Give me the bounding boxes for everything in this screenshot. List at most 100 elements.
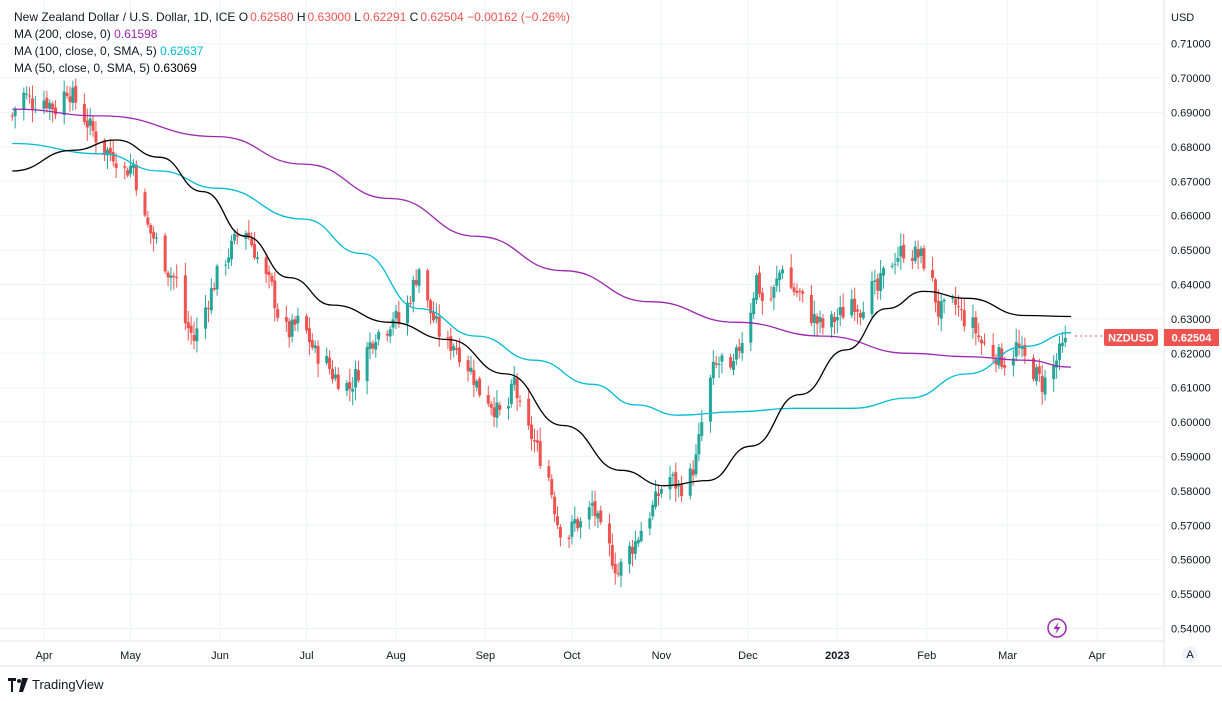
candle-body — [674, 472, 678, 489]
candle-body — [636, 539, 640, 544]
candle-body — [700, 421, 704, 436]
candle-body — [469, 367, 473, 372]
ma100-line — [12, 142, 1072, 416]
price-axis[interactable]: 0.54000 0.55000 0.56000 0.57000 0.58000 0.590… — [1171, 39, 1211, 636]
candle-body — [711, 361, 715, 379]
candle-body — [535, 440, 539, 443]
candle-body — [51, 103, 55, 110]
candle-body — [267, 271, 271, 276]
symbol-title[interactable]: New Zealand Dollar / U.S. Dollar, 1D, IC… — [14, 10, 236, 24]
candle-body — [186, 322, 190, 329]
candle-body — [489, 403, 493, 408]
y-tick-label: 0.68000 — [1171, 142, 1211, 154]
candle-body — [556, 516, 560, 526]
candle-body — [175, 277, 179, 279]
candle-body — [757, 272, 761, 294]
candles — [10, 78, 1067, 588]
candle-body — [593, 501, 597, 516]
candle-body — [62, 91, 66, 115]
y-tick-label: 0.56000 — [1171, 555, 1211, 567]
y-tick-label: 0.61000 — [1171, 383, 1211, 395]
y-tick-label: 0.64000 — [1171, 280, 1211, 292]
candle-body — [22, 92, 26, 110]
candle-body — [651, 504, 655, 517]
legend-ma200[interactable]: MA (200, close, 0) 0.61598 — [14, 26, 570, 43]
ma200-value: 0.61598 — [114, 27, 158, 41]
price-badge-value: 0.62504 — [1172, 333, 1213, 345]
legend-ma100[interactable]: MA (100, close, 0, SMA, 5) 0.62637 — [14, 43, 570, 60]
y-tick-label: 0.62000 — [1171, 348, 1211, 360]
time-axis[interactable]: Apr May Jun Jul Aug Sep Oct Nov Dec 2023 Feb Mar Apr — [35, 650, 1105, 662]
candle-body — [731, 361, 735, 371]
candle-body — [538, 441, 542, 466]
candle-body — [276, 308, 280, 318]
candle-body — [931, 270, 935, 278]
candle-body — [45, 97, 49, 109]
candle-body — [610, 544, 614, 566]
candle-body — [694, 454, 698, 475]
candle-body — [152, 232, 156, 239]
candle-body — [316, 346, 320, 364]
candle-body — [870, 281, 874, 315]
ma100-label: MA (100, close, 0, SMA, 5) — [14, 44, 157, 58]
candle-body — [680, 484, 684, 497]
candle-body — [795, 291, 799, 294]
candle-body — [1052, 365, 1056, 380]
candle-body — [982, 342, 986, 344]
candle-body — [628, 545, 632, 565]
x-tick-label: Mar — [998, 650, 1017, 662]
x-tick-label: Feb — [917, 650, 936, 662]
candle-body — [734, 347, 738, 360]
candle-body — [224, 264, 228, 266]
tradingview-footer[interactable]: TradingView — [8, 677, 104, 692]
candle-body — [13, 109, 17, 117]
candle-body — [348, 382, 352, 390]
y-tick-label: 0.71000 — [1171, 39, 1211, 51]
candle-body — [959, 309, 963, 311]
candle-body — [385, 333, 389, 336]
candle-body — [772, 287, 776, 298]
candle-body — [131, 164, 135, 168]
candle-body — [977, 335, 981, 338]
candle-body — [325, 355, 329, 364]
y-tick-label: 0.58000 — [1171, 486, 1211, 498]
candle-body — [769, 298, 773, 300]
legend-ma50[interactable]: MA (50, close, 0, SMA, 5) 0.63069 — [14, 60, 570, 77]
candle-body — [134, 164, 138, 191]
candle-body — [478, 378, 482, 396]
candle-body — [408, 302, 412, 304]
candle-body — [697, 434, 701, 455]
candle-body — [374, 341, 378, 350]
candle-body — [25, 93, 29, 95]
x-tick-label: Oct — [563, 650, 580, 662]
candle-body — [492, 407, 496, 417]
candle-body — [919, 248, 923, 256]
candle-body — [579, 521, 583, 528]
candle-body — [737, 346, 741, 351]
candle-body — [1034, 367, 1038, 382]
candle-body — [449, 336, 453, 351]
auto-scale-button[interactable]: A — [1182, 646, 1198, 662]
candle-body — [957, 306, 961, 308]
lightning-icon[interactable] — [1047, 618, 1067, 638]
candle-body — [954, 299, 958, 305]
candle-body — [48, 102, 52, 109]
candle-body — [486, 395, 490, 404]
candle-body — [518, 400, 522, 402]
candle-body — [671, 474, 675, 476]
tradingview-logo-icon — [8, 677, 28, 692]
candle-body — [980, 339, 984, 344]
price-badge-symbol: NZDUSD — [1108, 333, 1154, 345]
candle-body — [397, 312, 401, 324]
ma100-value: 0.62637 — [160, 44, 204, 58]
currency-label: USD — [1171, 12, 1194, 24]
candle-body — [1037, 366, 1041, 375]
candle-body — [215, 265, 219, 290]
candle-body — [406, 302, 410, 324]
candle-body — [250, 238, 254, 246]
ohlc-high: H 0.63000 — [296, 10, 351, 24]
candle-body — [94, 131, 98, 143]
candle-body — [284, 317, 288, 322]
candle-body — [391, 319, 395, 328]
